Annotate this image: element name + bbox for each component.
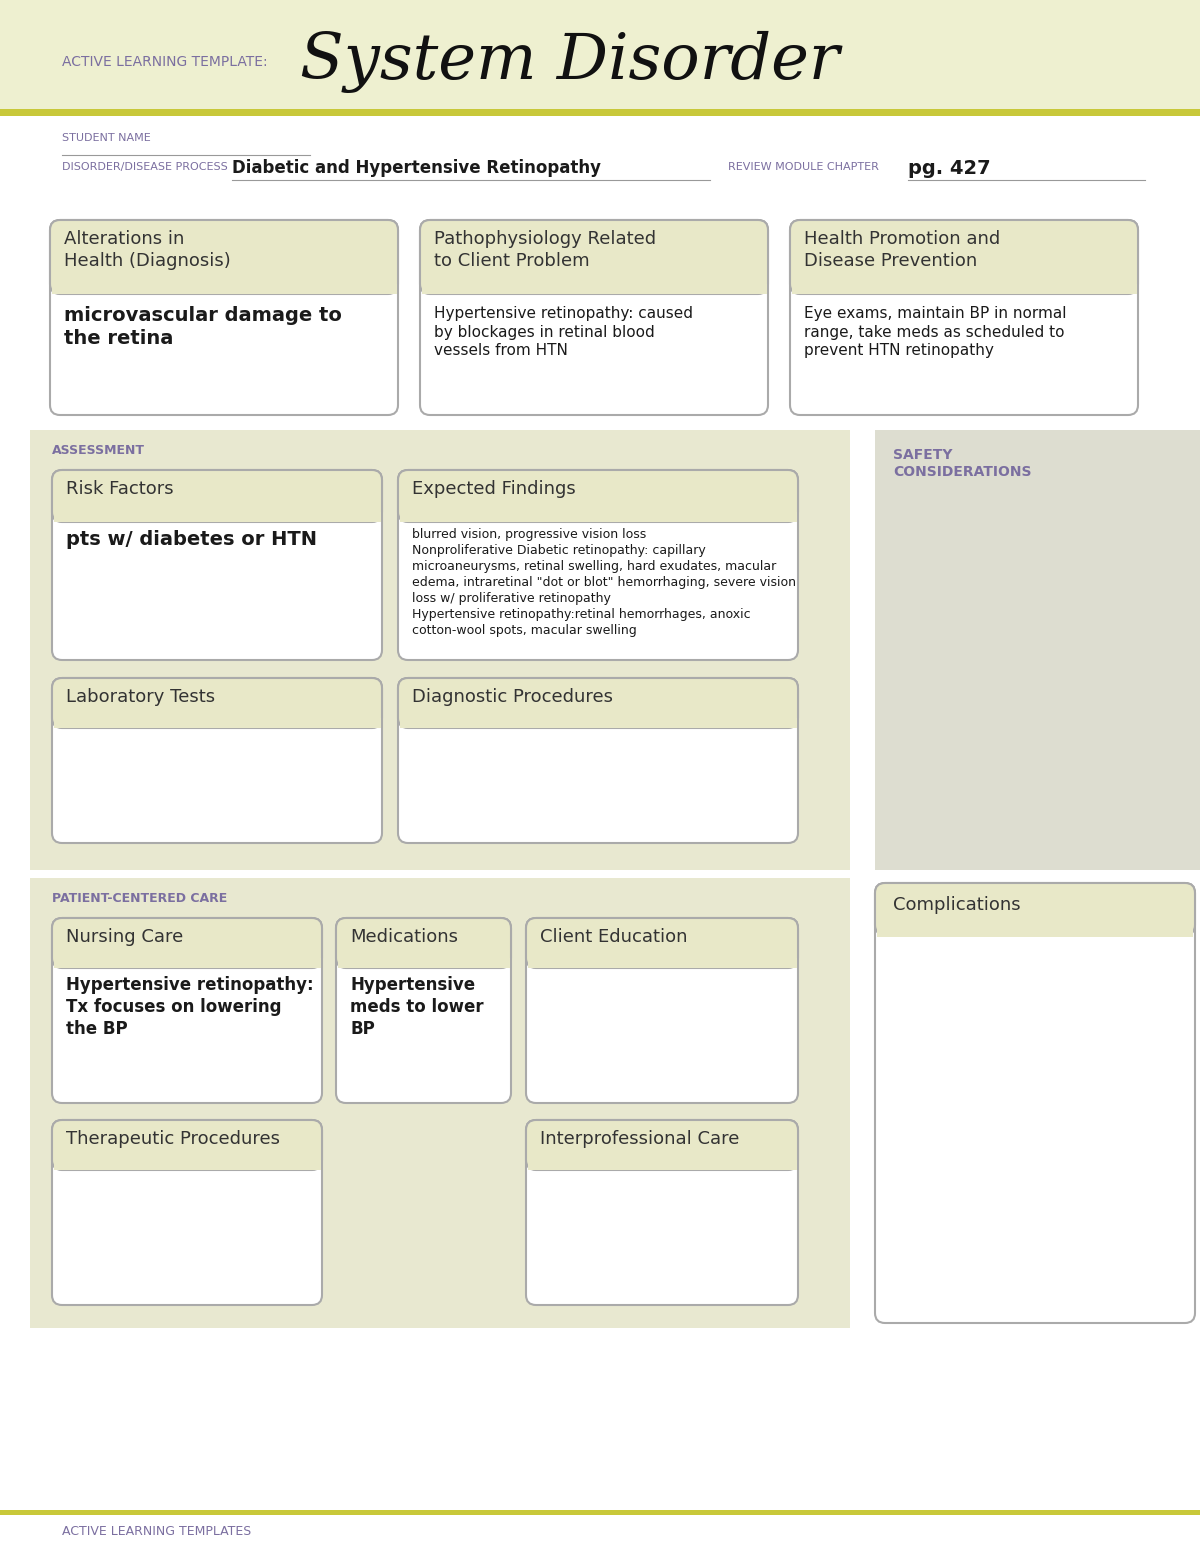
Text: Interprofessional Care: Interprofessional Care [540,1131,739,1148]
Text: Alterations in
Health (Diagnosis): Alterations in Health (Diagnosis) [64,230,230,270]
Text: Complications: Complications [893,896,1021,915]
FancyBboxPatch shape [420,221,768,415]
Text: Client Education: Client Education [540,929,688,946]
Bar [421,284,767,294]
FancyBboxPatch shape [526,918,798,968]
FancyBboxPatch shape [875,884,1195,935]
FancyBboxPatch shape [526,1120,798,1305]
FancyBboxPatch shape [790,221,1138,415]
Bar [0,210,1200,430]
Text: microvascular damage to
the retina: microvascular damage to the retina [64,306,342,348]
FancyBboxPatch shape [336,918,511,968]
Bar [54,1160,320,1169]
Text: REVIEW MODULE CHAPTER: REVIEW MODULE CHAPTER [728,162,878,172]
Text: Nursing Care: Nursing Care [66,929,184,946]
Bar [54,958,320,968]
FancyBboxPatch shape [526,918,798,1103]
Text: ASSESSMENT: ASSESSMENT [52,444,145,457]
Text: STUDENT NAME: STUDENT NAME [62,134,151,143]
Bar [528,1160,797,1169]
FancyBboxPatch shape [52,1120,322,1305]
FancyBboxPatch shape [52,471,382,522]
Bar [0,109,1200,116]
Bar [54,717,380,728]
Text: Medications: Medications [350,929,458,946]
Bar [400,717,797,728]
FancyBboxPatch shape [52,918,322,968]
FancyBboxPatch shape [790,221,1138,294]
Bar [875,430,1200,870]
Text: Hypertensive retinopathy: caused
by blockages in retinal blood
vessels from HTN: Hypertensive retinopathy: caused by bloc… [434,306,694,359]
FancyBboxPatch shape [52,471,382,660]
FancyBboxPatch shape [52,679,382,728]
Bar [877,926,1193,936]
FancyBboxPatch shape [398,679,798,728]
Text: Therapeutic Procedures: Therapeutic Procedures [66,1131,280,1148]
Text: Hypertensive
meds to lower
BP: Hypertensive meds to lower BP [350,975,484,1039]
Text: Diagnostic Procedures: Diagnostic Procedures [412,688,613,707]
Text: System Disorder: System Disorder [300,31,839,93]
FancyBboxPatch shape [398,471,798,522]
Bar [0,116,1200,210]
Bar [0,1500,1200,1553]
Text: SAFETY
CONSIDERATIONS: SAFETY CONSIDERATIONS [893,447,1032,480]
Text: pg. 427: pg. 427 [908,158,991,179]
Text: Laboratory Tests: Laboratory Tests [66,688,215,707]
Text: Eye exams, maintain BP in normal
range, take meds as scheduled to
prevent HTN re: Eye exams, maintain BP in normal range, … [804,306,1067,359]
FancyBboxPatch shape [398,679,798,843]
Bar [54,512,380,522]
Text: blurred vision, progressive vision loss
Nonproliferative Diabetic retinopathy: c: blurred vision, progressive vision loss … [412,528,796,637]
FancyBboxPatch shape [526,1120,798,1169]
Text: Risk Factors: Risk Factors [66,480,174,499]
FancyBboxPatch shape [52,918,322,1103]
Bar [0,1510,1200,1516]
FancyBboxPatch shape [420,221,768,294]
Bar [337,958,510,968]
Text: Expected Findings: Expected Findings [412,480,576,499]
Text: Health Promotion and
Disease Prevention: Health Promotion and Disease Prevention [804,230,1001,270]
Text: ACTIVE LEARNING TEMPLATE:: ACTIVE LEARNING TEMPLATE: [62,54,268,68]
Bar [30,877,850,1328]
Bar [400,512,797,522]
FancyBboxPatch shape [50,221,398,415]
FancyBboxPatch shape [52,679,382,843]
Bar [792,284,1136,294]
FancyBboxPatch shape [336,918,511,1103]
FancyBboxPatch shape [398,471,798,660]
Text: PATIENT-CENTERED CARE: PATIENT-CENTERED CARE [52,891,227,905]
Text: ACTIVE LEARNING TEMPLATES: ACTIVE LEARNING TEMPLATES [62,1525,251,1537]
Bar [528,958,797,968]
Bar [52,284,396,294]
FancyBboxPatch shape [50,221,398,294]
Bar [30,430,850,870]
Text: Pathophysiology Related
to Client Problem: Pathophysiology Related to Client Proble… [434,230,656,270]
FancyBboxPatch shape [875,884,1195,1323]
Bar [0,0,1200,116]
Text: pts w/ diabetes or HTN: pts w/ diabetes or HTN [66,530,317,550]
Text: DISORDER/DISEASE PROCESS: DISORDER/DISEASE PROCESS [62,162,228,172]
FancyBboxPatch shape [52,1120,322,1169]
Text: Hypertensive retinopathy:
Tx focuses on lowering
the BP: Hypertensive retinopathy: Tx focuses on … [66,975,313,1039]
Text: Diabetic and Hypertensive Retinopathy: Diabetic and Hypertensive Retinopathy [232,158,601,177]
